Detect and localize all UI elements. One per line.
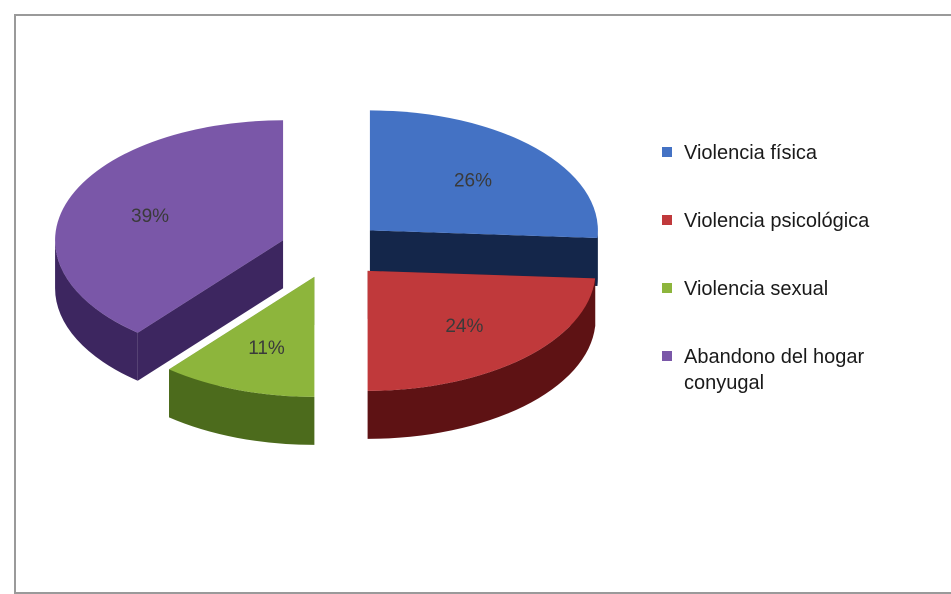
legend-swatch-violencia-fisica: [662, 147, 672, 157]
legend: Violencia física Violencia psicológica V…: [662, 140, 951, 396]
data-label-violencia-fisica: 26%: [454, 170, 492, 191]
legend-swatch-violencia-psicologica: [662, 215, 672, 225]
legend-label: Violencia psicológica: [684, 208, 924, 234]
legend-label: Violencia física: [684, 140, 924, 166]
legend-label: Abandono del hogar conyugal: [684, 344, 924, 396]
data-label-violencia-sexual: 11%: [248, 338, 285, 359]
legend-item-violencia-sexual: Violencia sexual: [662, 276, 951, 302]
legend-item-violencia-fisica: Violencia física: [662, 140, 951, 166]
legend-item-abandono-del-hogar: Abandono del hogar conyugal: [662, 344, 951, 396]
legend-swatch-abandono-del-hogar: [662, 351, 672, 361]
legend-item-violencia-psicologica: Violencia psicológica: [662, 208, 951, 234]
data-label-abandono-del-hogar-conyugal: 39%: [131, 206, 169, 227]
legend-label: Violencia sexual: [684, 276, 924, 302]
data-label-violencia-psicologica: 24%: [445, 316, 483, 337]
legend-swatch-violencia-sexual: [662, 283, 672, 293]
